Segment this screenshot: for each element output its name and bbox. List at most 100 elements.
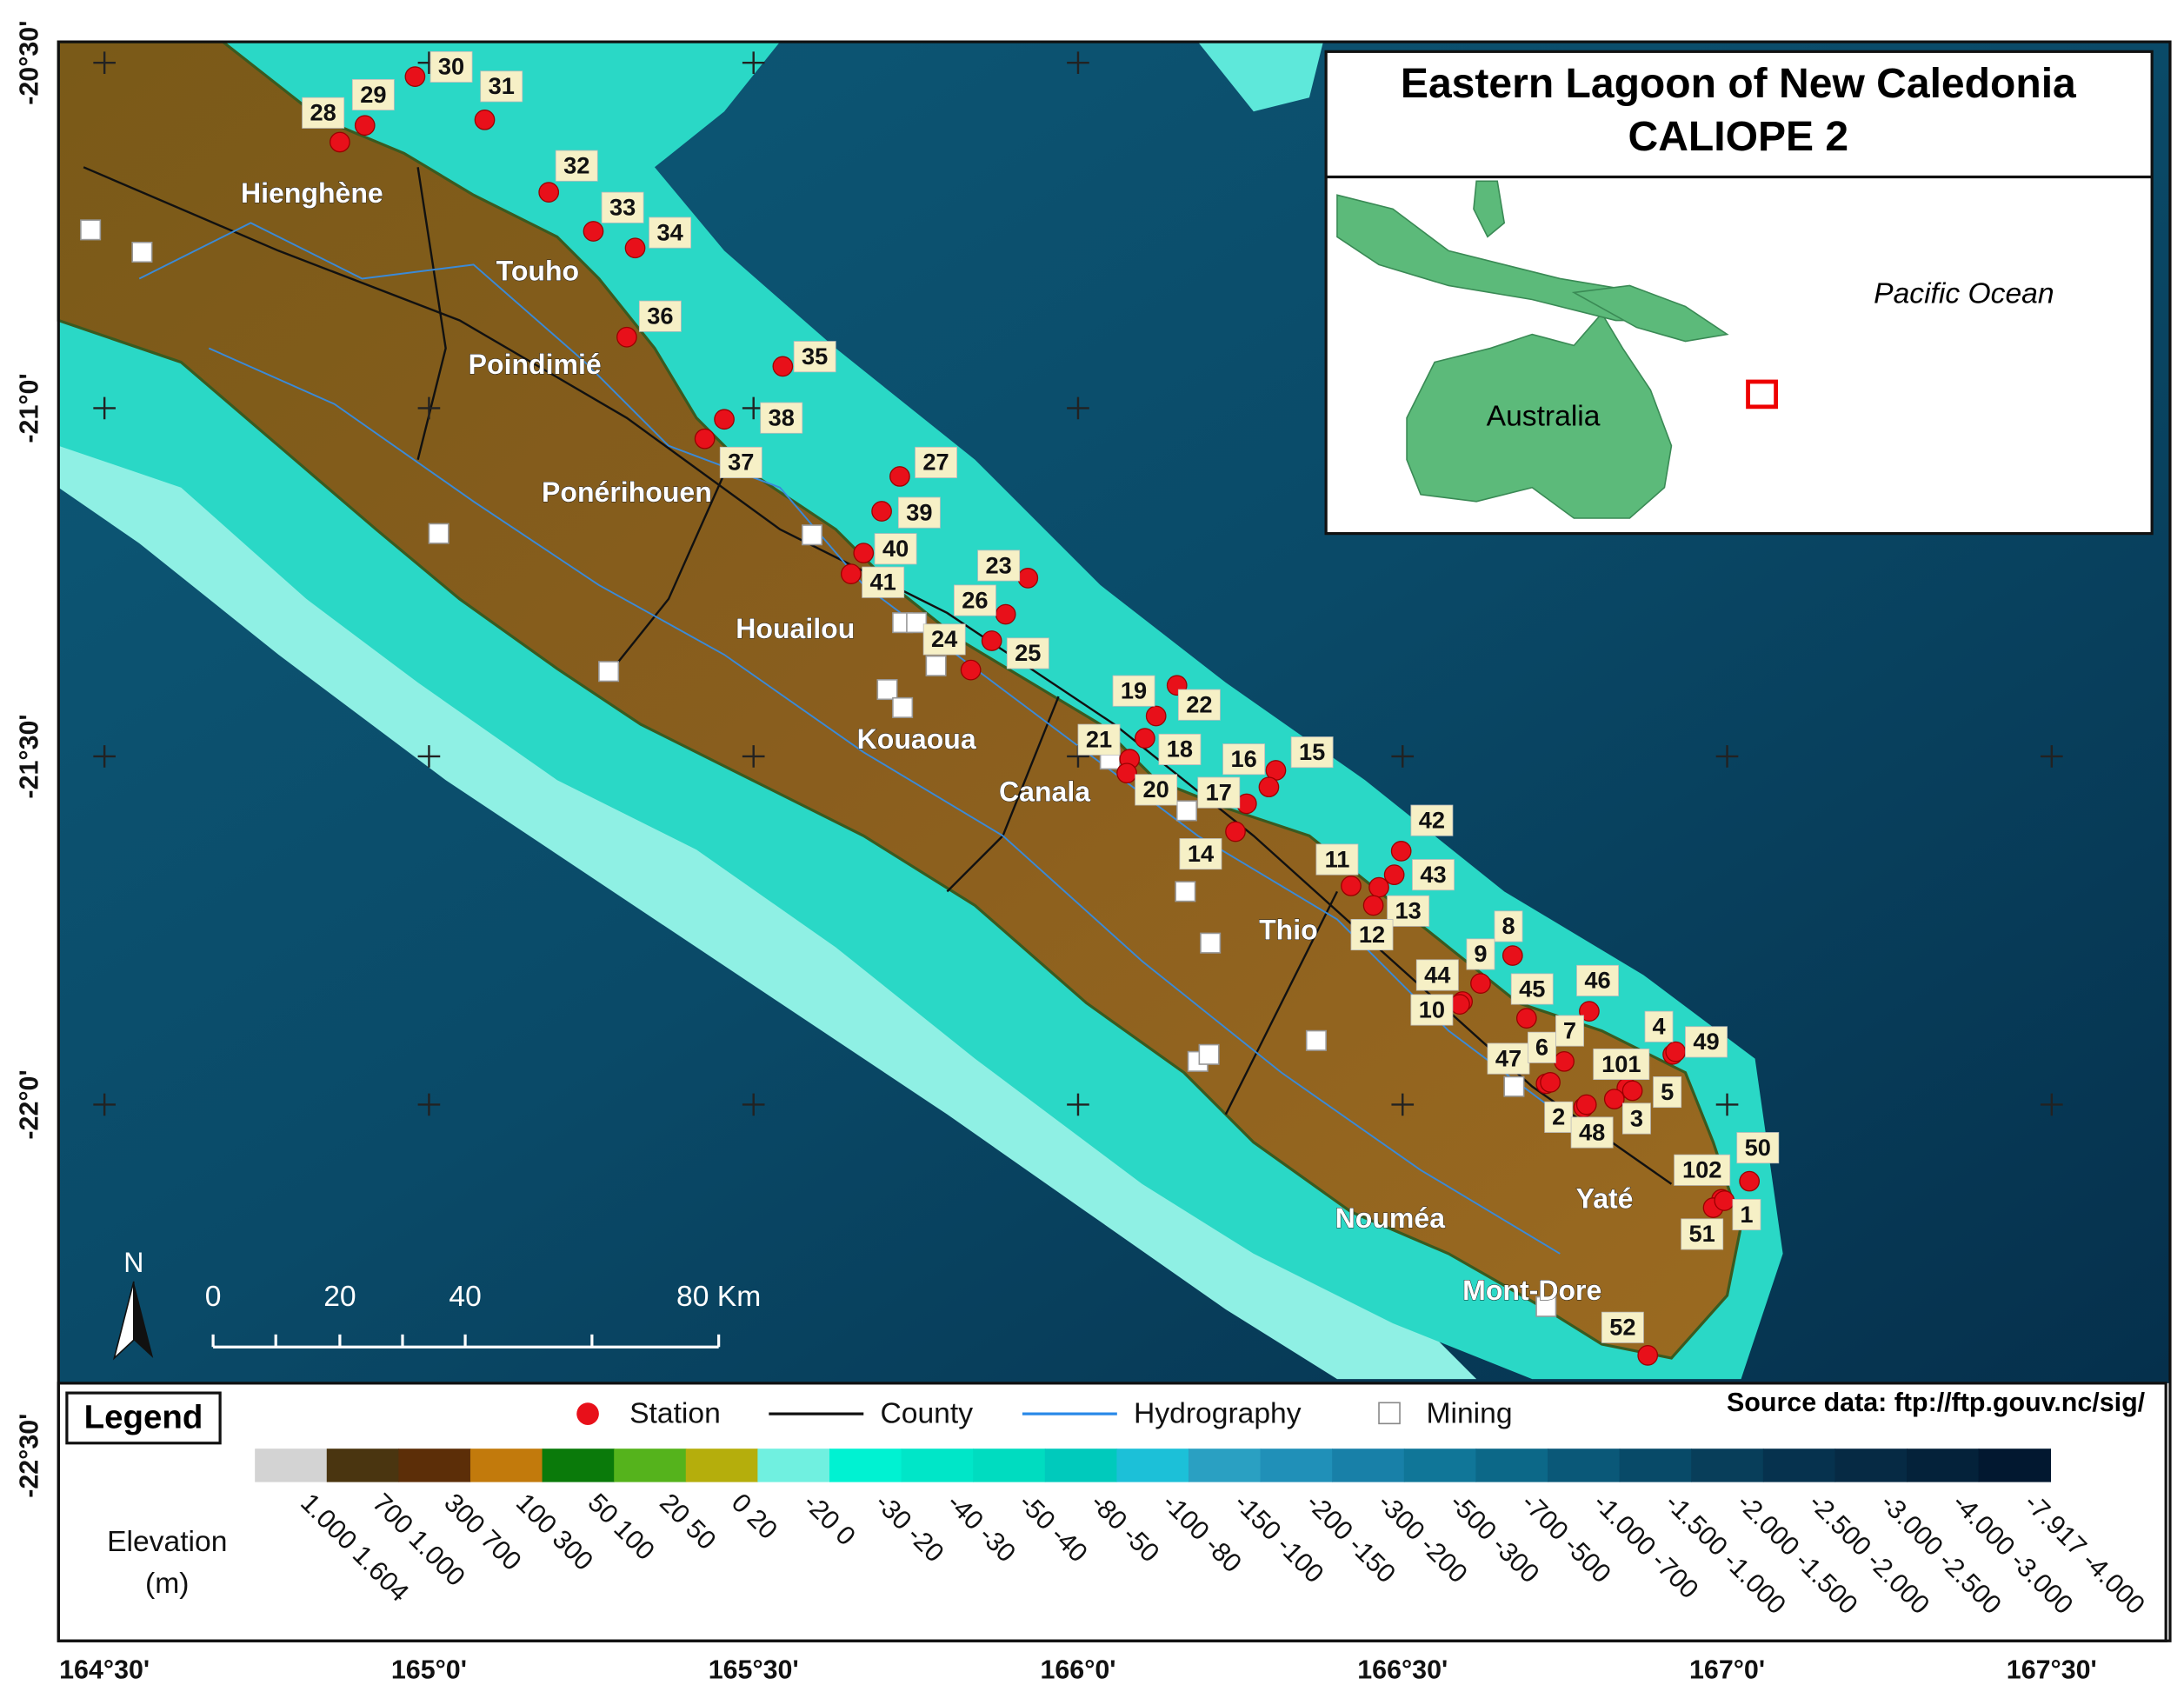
station-dot: [474, 109, 496, 130]
station-label-box: [1410, 994, 1454, 1026]
mining-site: [892, 696, 914, 718]
legend-item: County: [880, 1398, 973, 1430]
station-label: 37: [728, 449, 754, 476]
latitude-label: -22°0': [14, 1069, 43, 1139]
station-label: 21: [1086, 726, 1112, 753]
station-dot: [995, 603, 1016, 625]
station-dot: [960, 659, 982, 681]
station-label: 101: [1601, 1050, 1641, 1077]
station-label: 46: [1584, 967, 1610, 994]
station-label: 14: [1188, 840, 1214, 867]
graticule-cross: [93, 745, 116, 768]
hydrography: [208, 347, 1561, 1255]
station-label: 33: [609, 194, 636, 221]
station-label: 42: [1419, 806, 1445, 833]
county-boundary: [416, 167, 447, 461]
graticule-cross: [93, 396, 116, 420]
station-label-box: [1290, 736, 1334, 769]
station-dot: [1017, 568, 1039, 589]
mining-site: [1175, 800, 1197, 822]
place-name: Thio: [1259, 914, 1318, 945]
station-label: 20: [1143, 776, 1169, 803]
station-label-box: [760, 402, 803, 434]
station-label-box: [1466, 938, 1495, 970]
station-label: 35: [802, 343, 828, 370]
station-label: 1: [1740, 1201, 1753, 1228]
station-dot: [1145, 705, 1167, 727]
station-label: 102: [1682, 1156, 1721, 1183]
station-label-box: [1681, 1218, 1724, 1250]
map-frame: [57, 40, 2172, 1642]
graticule-cross: [742, 1093, 765, 1116]
station-label-box: [1006, 637, 1049, 669]
station-label: 30: [438, 53, 464, 80]
legend-title: Legend: [84, 1399, 203, 1436]
elevation-class: [1834, 1449, 1908, 1482]
station-label-box: [1685, 1026, 1728, 1058]
county-boundary: [1224, 890, 1339, 1116]
station-label-box: [977, 549, 1021, 582]
station-label-box: [1197, 776, 1241, 809]
station-label-box: [1487, 1042, 1530, 1075]
elevation-class: [1116, 1449, 1189, 1482]
place-name: Touho: [496, 256, 579, 287]
station-dot: [694, 428, 716, 450]
graticule-cross: [2040, 745, 2063, 768]
latitude-label: -20°30': [14, 21, 43, 105]
station-label-box: [649, 216, 692, 249]
source: Source data: ftp://ftp.gouv.nc/sig/: [1727, 1388, 2146, 1417]
station-label-box: [897, 496, 941, 529]
mining-site: [1200, 932, 1222, 954]
graticule-cross: [93, 51, 116, 74]
station-label: 3: [1630, 1104, 1643, 1131]
legend-station-symbol: [576, 1402, 599, 1425]
station-label: 19: [1121, 676, 1147, 703]
station-label: 38: [769, 403, 795, 430]
graticule-cross: [93, 1093, 116, 1116]
station-label-box: [1644, 1010, 1674, 1042]
station-label-box: [1555, 1015, 1584, 1047]
graticule-cross: [417, 396, 441, 420]
elevation-class: [685, 1449, 759, 1482]
longitude-label: 165°0': [391, 1655, 467, 1685]
station-dot: [1368, 876, 1389, 898]
longitude-label: 166°0': [1040, 1655, 1115, 1685]
graticule-cross: [742, 745, 765, 768]
latitude-label: -22°30': [14, 1414, 43, 1498]
graticule-cross: [1067, 396, 1089, 420]
mining-site: [598, 661, 620, 683]
graticule-cross: [742, 51, 765, 74]
station-dot: [871, 501, 892, 522]
legend-frame: [57, 1382, 2167, 1642]
station-dot: [1502, 945, 1523, 966]
mining-site: [1198, 1043, 1220, 1065]
station-label: 44: [1424, 961, 1450, 988]
station-label: 26: [962, 586, 988, 613]
station-label: 4: [1652, 1013, 1665, 1040]
station-label-box: [1544, 1101, 1574, 1133]
place-name: Mont-Dore: [1462, 1275, 1601, 1306]
station-label-box: [1736, 1132, 1780, 1164]
station-label: 31: [489, 72, 515, 99]
elevation-class: [1619, 1449, 1692, 1482]
station-label-box: [1601, 1311, 1644, 1343]
station-dot: [1116, 763, 1137, 784]
station-label-box: [1350, 918, 1394, 951]
continent-label: Australia: [1487, 401, 1601, 433]
mining-site: [906, 612, 928, 634]
mining-site: [876, 679, 898, 701]
elevation-class: [1547, 1449, 1621, 1482]
elevation-class: [1260, 1449, 1333, 1482]
station-dot: [840, 563, 862, 584]
philippines: [1473, 180, 1506, 238]
longitude-label: 167°30': [2007, 1655, 2097, 1685]
australia: [1406, 312, 1673, 519]
station-label-box: [719, 446, 762, 478]
place-name: Hienghène: [241, 177, 383, 209]
place-names: Hienghène Touho Poindimié Ponérihouen Houail…: [241, 176, 1634, 1306]
station-dot: [583, 221, 604, 242]
station-label: 22: [1186, 690, 1212, 717]
station-label: 34: [656, 218, 682, 245]
station-label-box: [1415, 959, 1459, 991]
